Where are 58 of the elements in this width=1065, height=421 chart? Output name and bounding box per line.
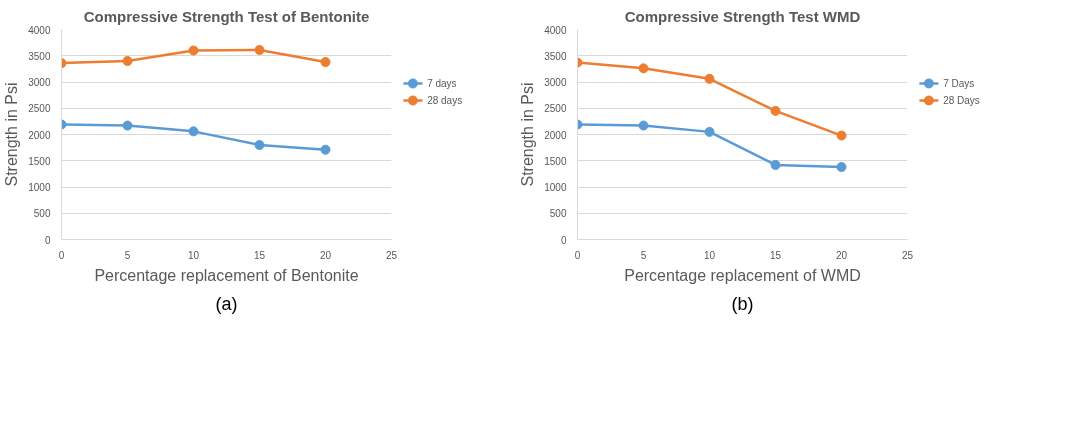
y-tick-label: 500 xyxy=(33,208,51,220)
x-axis-title: Percentage replacement of WMD xyxy=(624,266,861,284)
y-axis-title: Strength in Psi xyxy=(3,82,21,187)
y-axis-title: Strength in Psi xyxy=(519,82,537,187)
point xyxy=(188,126,199,137)
x-tick-label: 25 xyxy=(385,249,398,261)
point xyxy=(704,126,715,137)
x-tick-label: 10 xyxy=(703,249,716,261)
text: (a) xyxy=(215,293,238,314)
point xyxy=(320,144,331,155)
y-tick-label: 2500 xyxy=(544,103,567,115)
y-tick-label: 2000 xyxy=(544,129,567,141)
point xyxy=(638,63,649,74)
point xyxy=(704,73,715,84)
x-tick-label: 0 xyxy=(58,249,65,261)
y-tick-label: 4000 xyxy=(28,24,51,36)
point xyxy=(254,140,265,150)
y-tick-label: 0 xyxy=(44,234,51,246)
point xyxy=(188,45,199,56)
x-tick-label: 5 xyxy=(124,249,131,261)
point xyxy=(320,57,331,68)
y-tick-label: 1000 xyxy=(28,182,51,193)
y-tick-label: 0 xyxy=(560,234,567,246)
x-tick-label: 5 xyxy=(640,249,647,261)
legend-label: 7 Days xyxy=(943,77,975,89)
x-axis-title: Percentage replacement of Bentonite xyxy=(94,266,359,284)
chart-title: Compressive Strength Test of Bentonite xyxy=(83,7,370,25)
y-tick-label: 3500 xyxy=(544,50,567,62)
chart-title: Compressive Strength Test WMD xyxy=(624,7,861,25)
legend-label: 7 days xyxy=(427,77,457,89)
point xyxy=(836,162,847,173)
point xyxy=(770,105,781,116)
point xyxy=(836,130,847,141)
y-tick-label: 1000 xyxy=(544,182,567,193)
y-tick-label: 4000 xyxy=(544,24,567,36)
y-tick-label: 2000 xyxy=(28,129,51,141)
point xyxy=(770,159,781,170)
point xyxy=(122,56,133,66)
x-tick-label: 10 xyxy=(187,249,200,261)
x-tick-label: 20 xyxy=(835,249,848,261)
point xyxy=(122,120,133,131)
text: (b) xyxy=(731,293,754,314)
y-tick-label: 3500 xyxy=(28,50,51,62)
x-tick-label: 0 xyxy=(574,249,581,261)
legend-label: 28 Days xyxy=(943,95,980,106)
y-tick-label: 1500 xyxy=(544,155,567,167)
point xyxy=(638,120,649,131)
y-tick-label: 3000 xyxy=(28,77,51,88)
point xyxy=(254,44,265,55)
legend-label: 28 days xyxy=(427,95,463,106)
y-tick-label: 1500 xyxy=(28,155,51,167)
x-tick-label: 15 xyxy=(253,249,266,261)
y-tick-label: 3000 xyxy=(544,77,567,88)
y-tick-label: 500 xyxy=(549,208,567,220)
x-tick-label: 25 xyxy=(901,249,914,261)
x-tick-label: 15 xyxy=(769,249,782,261)
x-tick-label: 20 xyxy=(319,249,332,261)
y-tick-label: 2500 xyxy=(28,103,51,115)
